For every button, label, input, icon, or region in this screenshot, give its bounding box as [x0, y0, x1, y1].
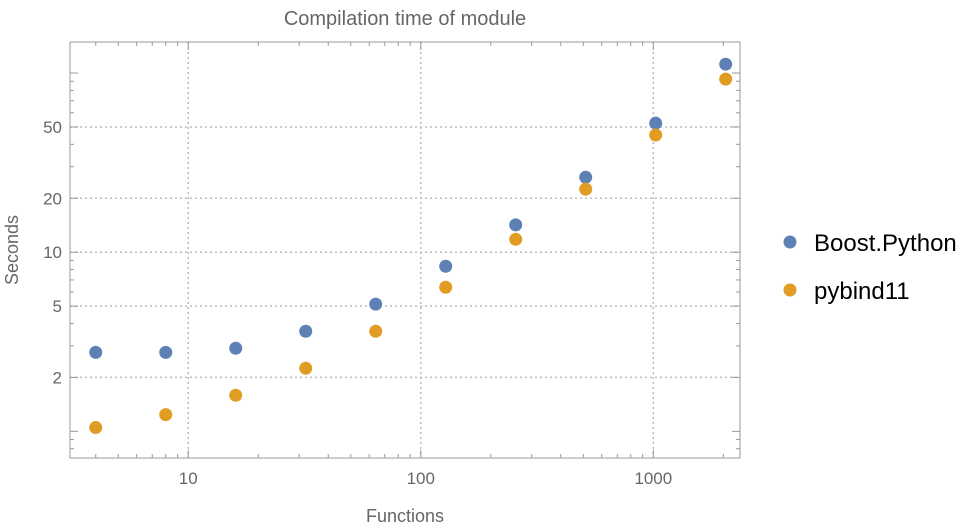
- y-axis-label: Seconds: [2, 215, 22, 285]
- x-tick-label: 1000: [634, 469, 672, 488]
- tick-labels: 10 100 1000 2 5 10 20 50: [43, 118, 672, 488]
- point-pybind11: [439, 280, 453, 294]
- legend-label: pybind11: [814, 278, 910, 305]
- y-tick-label: 50: [43, 118, 62, 137]
- legend: Boost.Python pybind11: [783, 230, 957, 305]
- data-points: [89, 57, 733, 435]
- point-pybind11: [299, 361, 313, 375]
- point-pybind11: [229, 388, 243, 402]
- plot-frame: [69, 41, 741, 459]
- point-boost-python: [439, 259, 453, 273]
- y-tick-label: 10: [43, 243, 62, 262]
- point-boost-python: [369, 297, 383, 311]
- point-pybind11: [649, 128, 663, 142]
- point-pybind11: [159, 408, 173, 422]
- legend-marker: [783, 235, 797, 249]
- y-tick-label: 2: [53, 368, 62, 387]
- legend-label: Boost.Python: [814, 230, 957, 257]
- point-pybind11: [579, 182, 593, 196]
- point-boost-python: [229, 341, 243, 355]
- point-pybind11: [509, 232, 523, 246]
- x-axis-label: Functions: [366, 506, 444, 525]
- chart-title: Compilation time of module: [284, 8, 526, 30]
- point-boost-python: [159, 345, 173, 359]
- y-tick-label: 5: [53, 297, 62, 316]
- x-tick-label: 100: [407, 469, 435, 488]
- grid: [70, 42, 740, 458]
- point-boost-python: [579, 170, 593, 184]
- point-pybind11: [719, 72, 733, 86]
- point-boost-python: [299, 324, 313, 338]
- point-boost-python: [719, 57, 733, 71]
- point-pybind11: [89, 421, 103, 435]
- point-pybind11: [369, 324, 383, 338]
- axis-ticks: [70, 42, 740, 458]
- y-tick-label: 20: [43, 189, 62, 208]
- point-boost-python: [649, 116, 663, 130]
- point-boost-python: [89, 345, 103, 359]
- point-boost-python: [509, 218, 523, 232]
- x-tick-label: 10: [179, 469, 198, 488]
- legend-marker: [783, 283, 797, 297]
